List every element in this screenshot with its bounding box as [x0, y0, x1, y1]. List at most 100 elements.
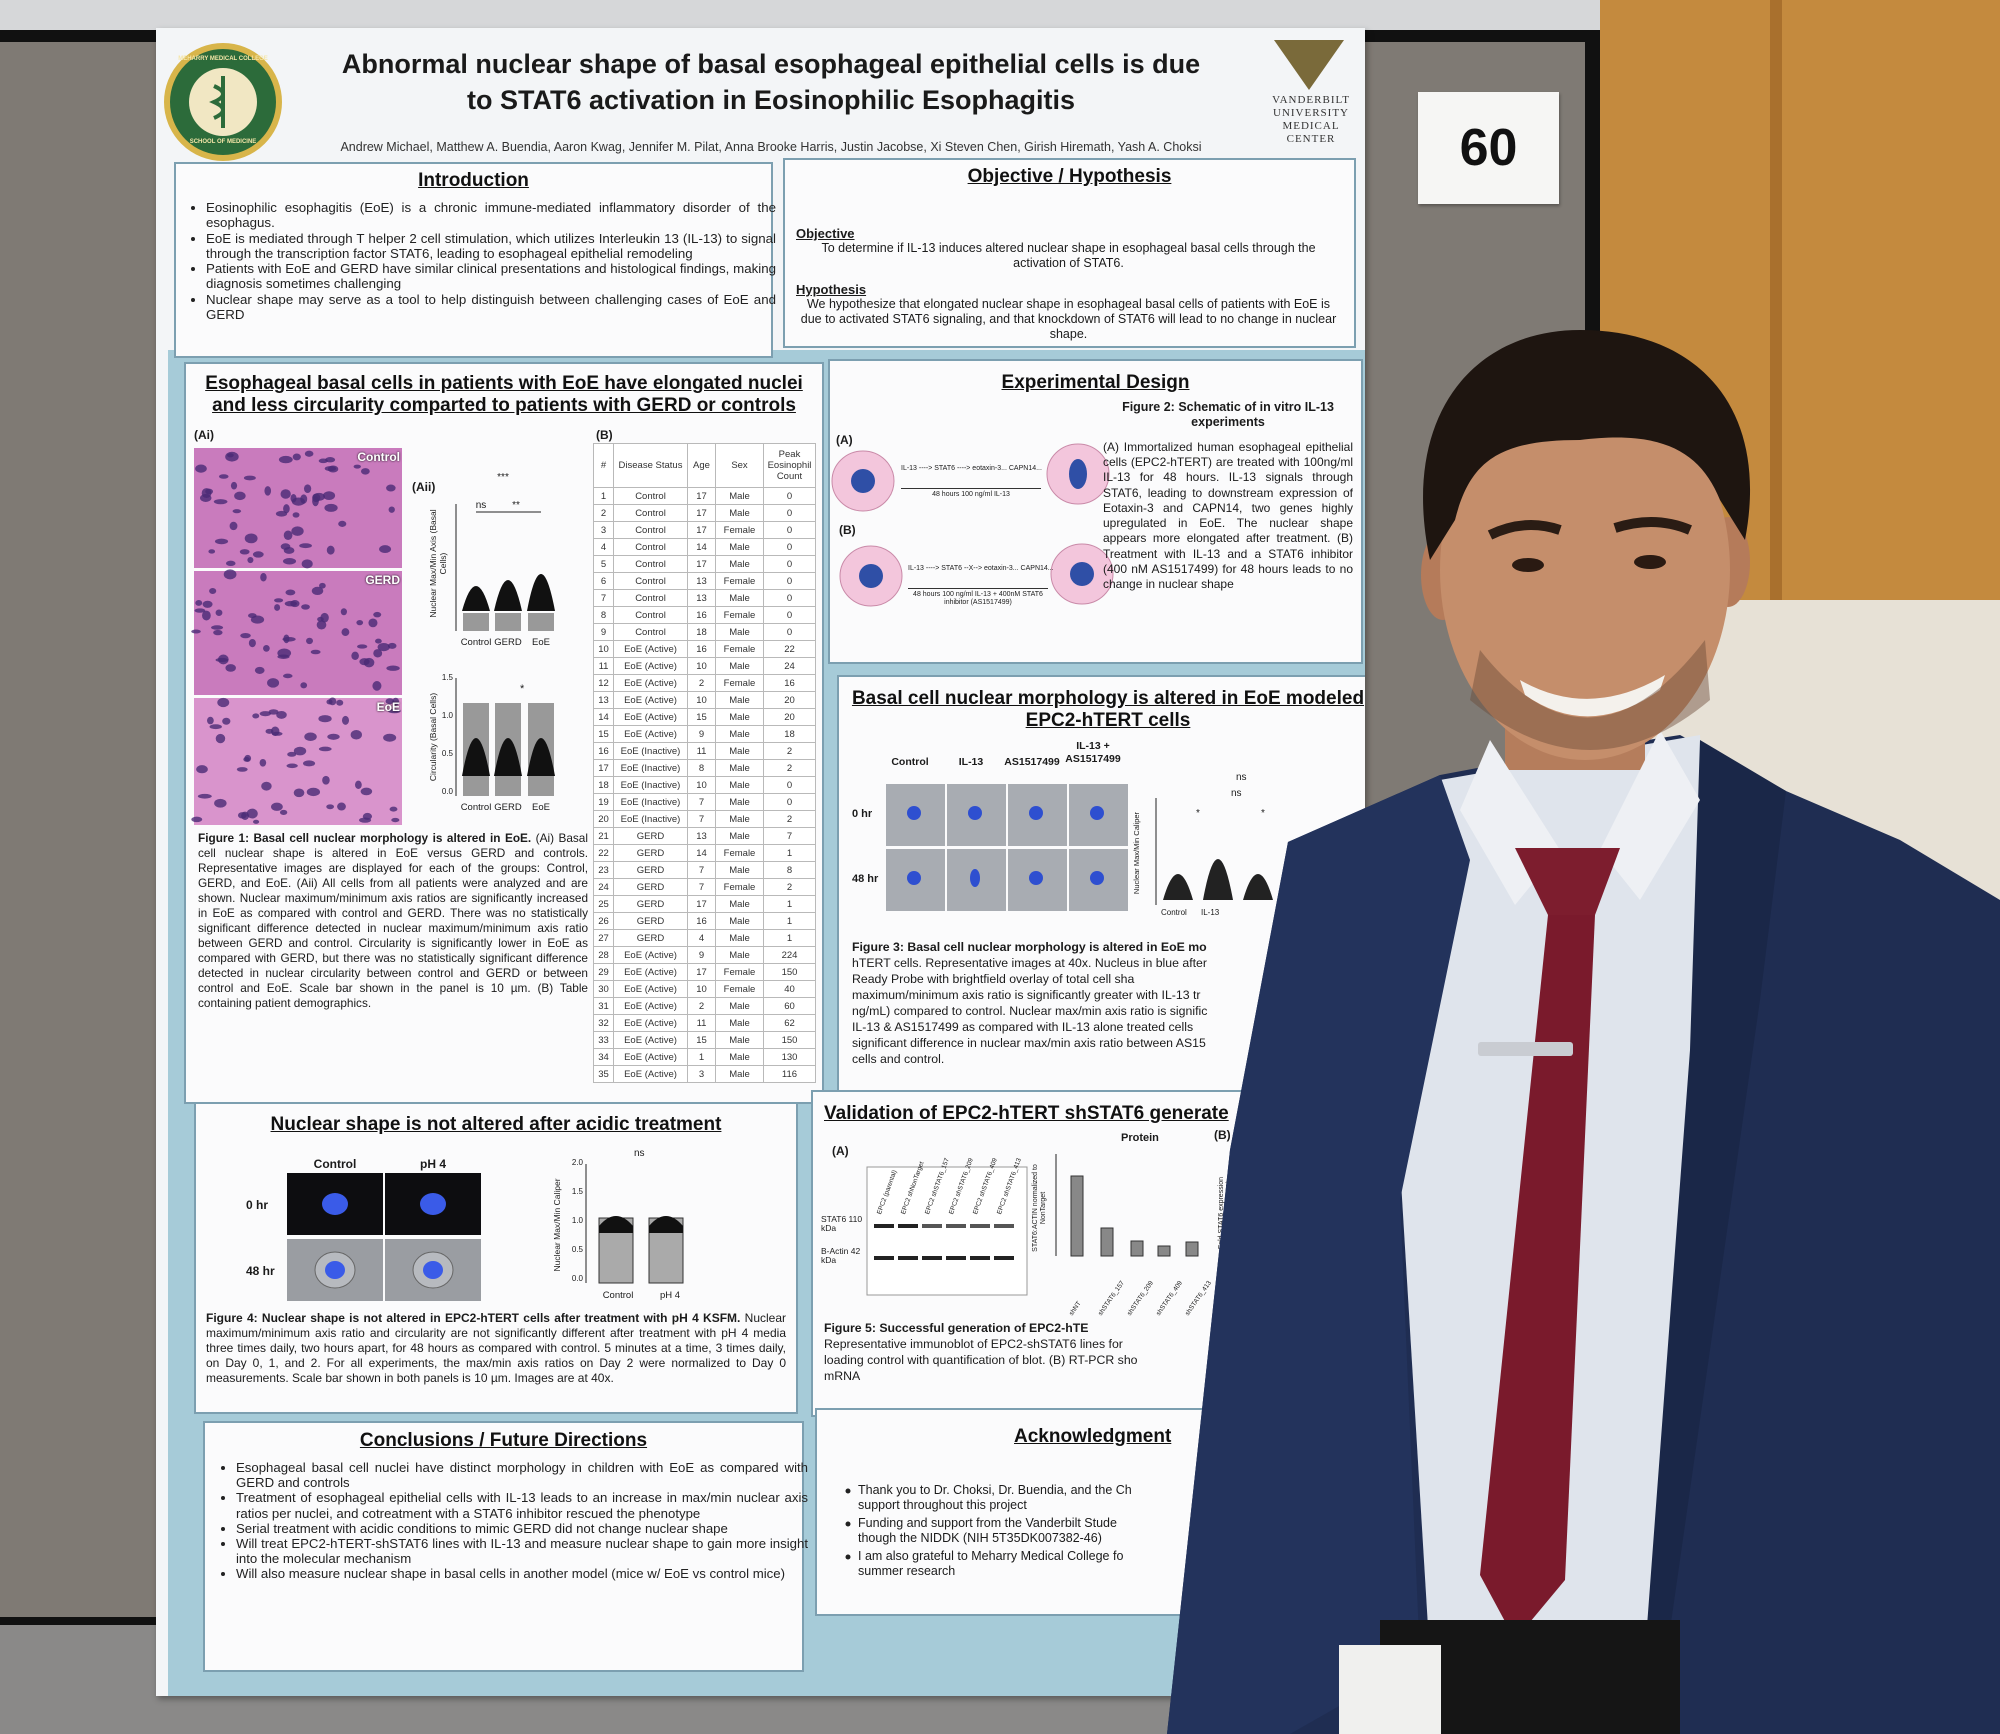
nucleus: [252, 713, 260, 719]
nucleus: [259, 711, 272, 717]
demographics-table: # Disease Status Age Sex Peak Eosinophil Cou…: [593, 443, 816, 1083]
x-label: Control: [602, 1290, 634, 1301]
nucleus: [302, 760, 316, 767]
scatter-cloud: [1163, 874, 1193, 900]
panel-label: (Ai): [194, 428, 214, 442]
nucleus: [263, 645, 270, 652]
nucleus: [209, 587, 217, 594]
bullet: Will also measure nuclear shape in basal…: [236, 1566, 808, 1581]
nucleus: [291, 526, 304, 536]
logo-staff: [209, 76, 225, 128]
row-label: 0 hr: [246, 1198, 269, 1212]
nucleus: [244, 533, 258, 544]
poster-title: Abnormal nuclear shape of basal esophage…: [341, 49, 1201, 79]
nucleus: [301, 604, 310, 610]
nucleus: [388, 506, 395, 513]
nucleus: [292, 453, 301, 461]
nucleus: [373, 649, 383, 658]
x-label: pH 4: [659, 1290, 681, 1301]
bullet-list: Esophageal basal cell nuclei have distin…: [218, 1460, 808, 1581]
nucleus: [306, 637, 314, 645]
nucleus: [196, 765, 208, 774]
logo-right-text: VANDERBILT: [1272, 94, 1350, 106]
caption-line: mRNA: [824, 1369, 861, 1383]
nucleus: [327, 733, 340, 740]
caption-line: hTERT cells. Representative images at 40…: [852, 956, 1207, 970]
column-label: pH 4: [419, 1157, 446, 1171]
nucleus: [391, 817, 400, 823]
pathway: IL-13 ----> STAT6 --X--> eotaxin-3... CA…: [908, 565, 1054, 572]
nucleus: [324, 466, 337, 472]
nucleus: [248, 638, 256, 648]
beard-shadow: [1470, 640, 1710, 750]
band-label: STAT6 110 kDa: [821, 1214, 863, 1234]
nucleus: [363, 657, 375, 668]
caption-line: Ready Probe with brightfield overlay of …: [852, 972, 1135, 986]
caption-text: Nuclear maximum/minimum axis ratio and c…: [206, 1311, 787, 1385]
authors: Andrew Michael, Matthew A. Buendia, Aaro…: [340, 140, 1202, 154]
section-heading: Introduction: [418, 170, 529, 191]
nucleus: [286, 763, 298, 769]
row-label: 48 hr: [246, 1264, 275, 1278]
logo-right-text: CENTER: [1286, 133, 1336, 145]
cell-nucleus: [1029, 806, 1043, 820]
caption-line: IL-13 & AS1517499 as compared with IL-13…: [852, 1020, 1194, 1034]
nucleus: [225, 664, 236, 672]
collar-right: [1600, 730, 1700, 900]
nucleus: [318, 458, 328, 464]
bullet-line: Thank you to Dr. Choksi, Dr. Buendia, an…: [858, 1483, 1132, 1497]
nucleus: [240, 632, 251, 639]
band: [946, 1256, 966, 1260]
panel-label: (A): [836, 433, 853, 447]
caption: Figure 1: Basal cell nuclear morphology …: [198, 831, 588, 1011]
nucleus: [283, 547, 295, 554]
bullet: Will treat EPC2-hTERT-shSTAT6 lines with…: [236, 1536, 808, 1566]
nucleus: [217, 697, 230, 708]
nucleus: [341, 715, 350, 725]
nucleus: [274, 598, 284, 603]
cell-nucleus: [907, 806, 921, 820]
nucleus: [278, 455, 293, 464]
tick-label: 1.5: [441, 673, 453, 682]
significance: **: [512, 500, 520, 511]
nucleus: [283, 530, 293, 541]
tick-label: 0.5: [571, 1245, 583, 1254]
panel-label: (B): [839, 523, 856, 537]
nucleus: [234, 491, 246, 501]
nucleus: [264, 486, 272, 496]
row-label: 48 hr: [852, 873, 879, 885]
nucleus: [227, 453, 234, 458]
nucleus: [229, 521, 238, 531]
cell-nucleus: [907, 871, 921, 885]
nucleus: [389, 806, 398, 812]
nucleus: [356, 619, 364, 626]
nucleus: [318, 746, 332, 752]
nucleus: [354, 780, 362, 789]
panel: [828, 359, 1363, 664]
logo-left-text: MEHARRY MEDICAL COLLEGE: [178, 56, 268, 62]
bar: [463, 613, 489, 631]
nucleus: [379, 545, 392, 554]
nucleus: [291, 497, 305, 506]
nucleus: [275, 510, 288, 517]
nucleus: [337, 802, 346, 811]
cell-nucleus: [1090, 806, 1104, 820]
significance: ns: [475, 500, 487, 511]
scatter-cloud: [1203, 859, 1233, 900]
scatter-cloud: [494, 738, 522, 776]
nucleus: [211, 625, 224, 630]
panel-label: (Aii): [412, 480, 436, 494]
bar: [1100, 1227, 1114, 1257]
nucleus: [209, 724, 222, 730]
nucleus: [375, 638, 382, 644]
logo-right-text: UNIVERSITY: [1273, 107, 1349, 119]
nucleus: [195, 464, 207, 473]
bullet: Serial treatment with acidic conditions …: [236, 1521, 808, 1536]
section-heading: Nuclear shape is not altered after acidi…: [270, 1114, 722, 1135]
caption-title: Figure 1: Basal cell nuclear morphology …: [198, 831, 532, 845]
nucleus: [300, 682, 308, 689]
table-header: Disease Status: [613, 443, 688, 488]
nucleus: [197, 793, 212, 799]
nucleus: [194, 608, 206, 613]
band: [874, 1224, 894, 1228]
